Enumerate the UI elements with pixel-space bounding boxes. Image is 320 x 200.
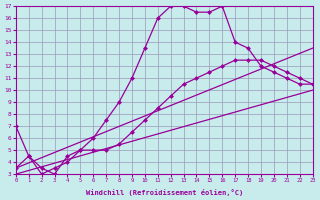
X-axis label: Windchill (Refroidissement éolien,°C): Windchill (Refroidissement éolien,°C) — [85, 189, 243, 196]
